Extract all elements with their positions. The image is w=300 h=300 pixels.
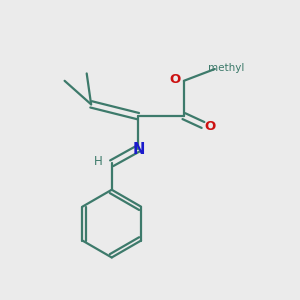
Text: H: H — [94, 155, 103, 168]
Text: O: O — [169, 73, 181, 86]
Text: methyl: methyl — [208, 63, 245, 73]
Text: N: N — [133, 142, 145, 157]
Text: O: O — [205, 120, 216, 133]
